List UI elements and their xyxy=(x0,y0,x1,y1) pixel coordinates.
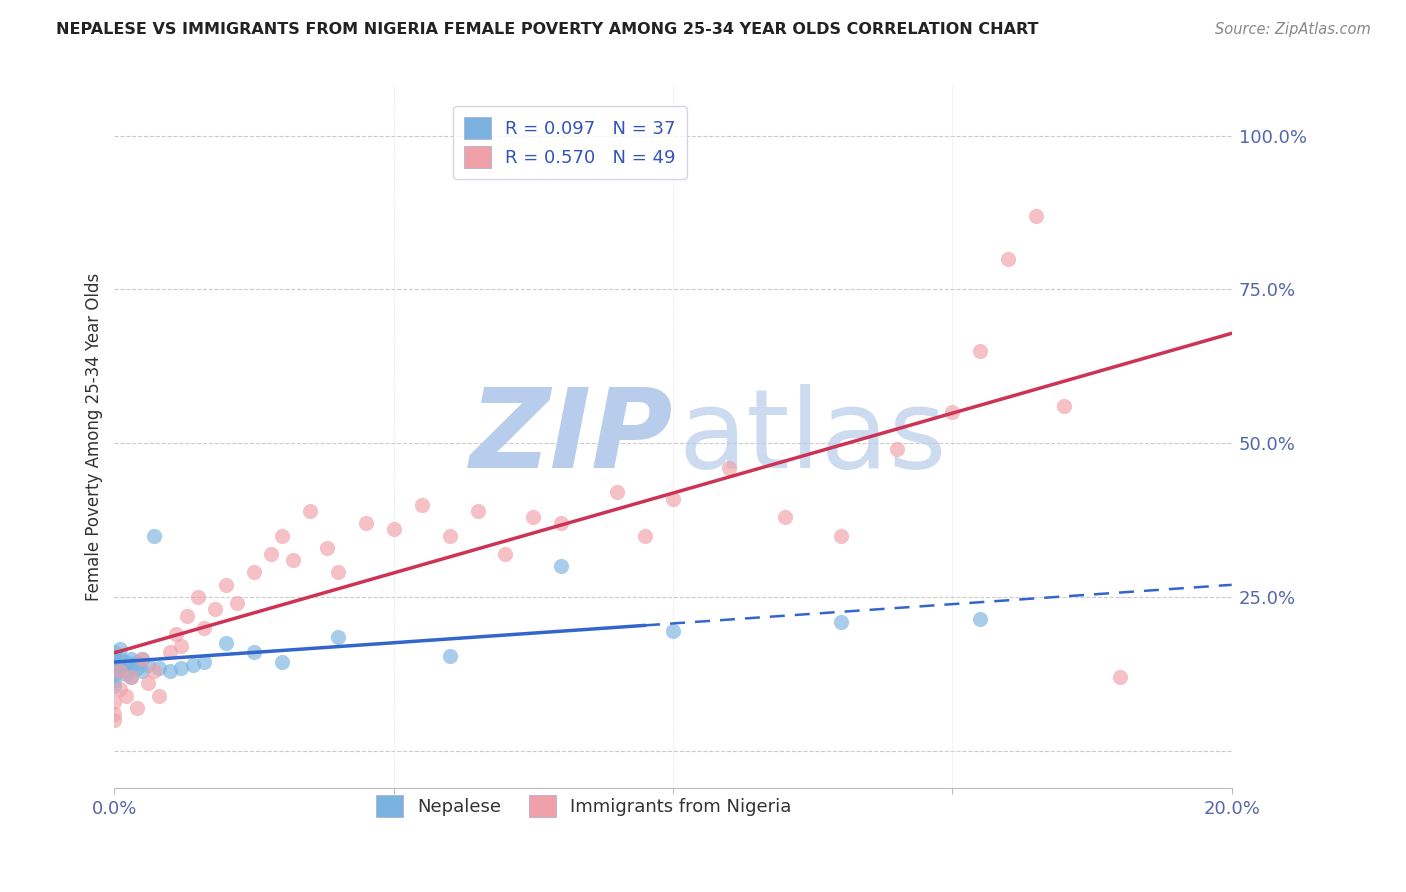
Point xyxy=(142,528,165,542)
Point xyxy=(103,667,125,681)
Point xyxy=(550,559,572,574)
Point xyxy=(260,547,283,561)
Point xyxy=(131,651,153,665)
Point xyxy=(103,673,125,688)
Point xyxy=(382,523,405,537)
Point xyxy=(159,645,181,659)
Point xyxy=(103,648,125,663)
Point xyxy=(159,664,181,678)
Point xyxy=(103,645,125,659)
Point xyxy=(114,689,136,703)
Point xyxy=(215,578,238,592)
Point xyxy=(662,491,685,506)
Point xyxy=(634,528,657,542)
Point xyxy=(522,510,544,524)
Point xyxy=(108,657,131,672)
Point xyxy=(114,655,136,669)
Y-axis label: Female Poverty Among 25-34 Year Olds: Female Poverty Among 25-34 Year Olds xyxy=(86,273,103,601)
Point xyxy=(830,528,852,542)
Text: Source: ZipAtlas.com: Source: ZipAtlas.com xyxy=(1215,22,1371,37)
Point xyxy=(103,713,125,727)
Point xyxy=(108,664,131,678)
Point xyxy=(125,655,148,669)
Point xyxy=(243,566,266,580)
Point xyxy=(108,682,131,697)
Point xyxy=(411,498,433,512)
Point xyxy=(176,608,198,623)
Point xyxy=(326,566,349,580)
Point xyxy=(142,664,165,678)
Point xyxy=(125,701,148,715)
Point xyxy=(108,664,131,678)
Point xyxy=(108,651,131,665)
Point xyxy=(467,504,489,518)
Point xyxy=(120,651,142,665)
Point xyxy=(550,516,572,531)
Point xyxy=(170,640,193,654)
Point xyxy=(204,602,226,616)
Point xyxy=(187,590,209,604)
Point xyxy=(1109,670,1132,684)
Point xyxy=(193,655,215,669)
Point xyxy=(662,624,685,638)
Text: ZIP: ZIP xyxy=(470,384,673,491)
Point xyxy=(941,405,963,419)
Point xyxy=(103,655,125,669)
Point xyxy=(114,661,136,675)
Point xyxy=(298,504,321,518)
Point xyxy=(830,615,852,629)
Point xyxy=(271,528,294,542)
Point xyxy=(439,528,461,542)
Point xyxy=(114,667,136,681)
Point xyxy=(108,642,131,657)
Point xyxy=(226,596,249,610)
Point xyxy=(103,706,125,721)
Point xyxy=(243,645,266,659)
Point xyxy=(136,676,159,690)
Point xyxy=(1025,209,1047,223)
Point xyxy=(773,510,796,524)
Point xyxy=(354,516,377,531)
Point xyxy=(717,461,740,475)
Text: atlas: atlas xyxy=(679,384,948,491)
Point xyxy=(283,553,305,567)
Point xyxy=(148,689,170,703)
Text: NEPALESE VS IMMIGRANTS FROM NIGERIA FEMALE POVERTY AMONG 25-34 YEAR OLDS CORRELA: NEPALESE VS IMMIGRANTS FROM NIGERIA FEMA… xyxy=(56,22,1039,37)
Point xyxy=(271,655,294,669)
Point xyxy=(170,661,193,675)
Point xyxy=(1053,400,1076,414)
Point xyxy=(495,547,517,561)
Point xyxy=(326,630,349,644)
Point xyxy=(120,670,142,684)
Point xyxy=(969,343,991,358)
Point xyxy=(120,657,142,672)
Point xyxy=(136,657,159,672)
Point xyxy=(181,657,204,672)
Point xyxy=(103,661,125,675)
Point xyxy=(969,612,991,626)
Point xyxy=(193,621,215,635)
Point xyxy=(131,664,153,678)
Point xyxy=(120,670,142,684)
Point xyxy=(165,627,187,641)
Point xyxy=(315,541,337,555)
Point xyxy=(215,636,238,650)
Point xyxy=(103,695,125,709)
Point xyxy=(131,651,153,665)
Point xyxy=(606,485,628,500)
Point xyxy=(125,661,148,675)
Legend: Nepalese, Immigrants from Nigeria: Nepalese, Immigrants from Nigeria xyxy=(368,788,799,824)
Point xyxy=(103,679,125,693)
Point xyxy=(997,252,1019,266)
Point xyxy=(886,442,908,457)
Point xyxy=(148,661,170,675)
Point xyxy=(439,648,461,663)
